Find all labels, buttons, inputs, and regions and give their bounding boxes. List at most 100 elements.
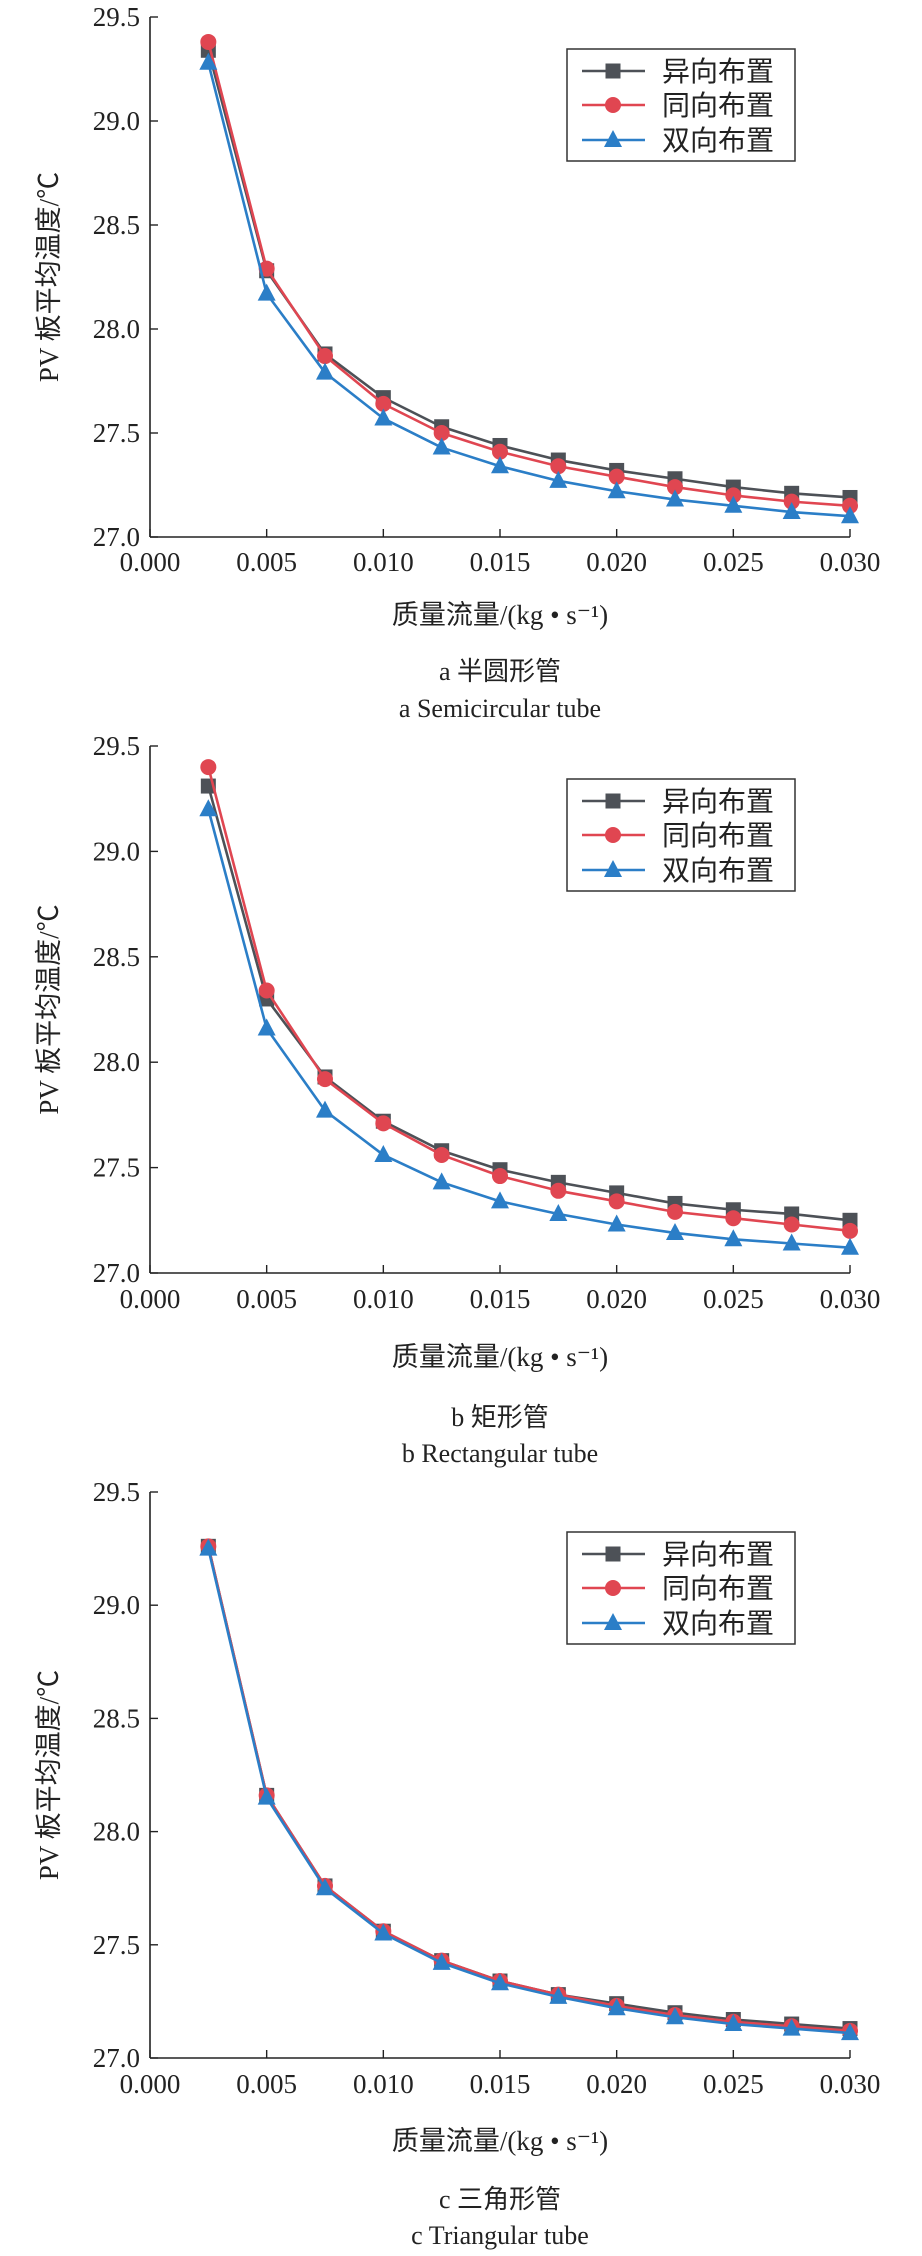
chart-0-ytick-label-1: 27.5 (93, 418, 140, 448)
chart-1-xtick-label-4: 0.020 (586, 1284, 647, 1314)
chart-0-legend-marker-0 (605, 63, 621, 79)
chart-1-series-2-point-4 (432, 1172, 451, 1190)
chart-1-xtick-label-6: 0.030 (820, 1284, 881, 1314)
chart-1-series-1-point-7 (608, 1193, 625, 1210)
chart-2-ytick-label-4: 29.0 (93, 1590, 140, 1620)
chart-2-series-2-point-4 (432, 1952, 451, 1970)
chart-2-ytick-label-0: 27.0 (93, 2043, 140, 2073)
chart-0-series-2-point-9 (724, 495, 743, 513)
chart-0-ytick-label-3: 28.5 (93, 210, 140, 240)
chart-0-series-1-line (207, 41, 851, 508)
chart-1-xtick-label-2: 0.010 (353, 1284, 414, 1314)
chart-2-ytick-label-2: 28.0 (93, 1817, 140, 1847)
chart-0-xtick-label-5: 0.025 (703, 547, 764, 577)
chart-2-legend-marker-0 (605, 1546, 621, 1562)
chart-1-series-1-point-6 (550, 1182, 567, 1199)
chart-1-series-1-point-5 (492, 1168, 508, 1185)
chart-0-series-2-point-1 (257, 283, 276, 301)
chart-1-legend-marker-1 (605, 827, 621, 843)
chart-0-xtick-label-0: 0.000 (120, 547, 181, 577)
chart-2-caption-en: c Triangular tube (411, 2221, 589, 2250)
chart-1-series-1-point-3 (375, 1115, 392, 1132)
chart-0-series-2-point-8 (666, 489, 684, 507)
chart-2-series-2-point-0 (199, 1538, 218, 1556)
chart-2-series-2-point-3 (374, 1923, 393, 1941)
chart-2-series-2-line (207, 1548, 851, 2035)
chart-1-series-1-point-1 (258, 982, 275, 999)
chart-1-caption-zh: b 矩形管 (451, 1403, 549, 1432)
chart-1-xtick-label-3: 0.015 (470, 1284, 531, 1314)
chart-1-series-1-point-11 (842, 1222, 858, 1239)
chart-0-series-1-point-0 (200, 33, 217, 50)
chart-0-series-2 (199, 52, 859, 524)
chart-1-series-2-point-2 (316, 1100, 334, 1118)
chart-1-ytick-label-3: 28.5 (93, 942, 140, 972)
chart-2-xtick-label-2: 0.010 (353, 2069, 414, 2099)
chart-2-series-2-point-2 (316, 1878, 334, 1896)
chart-0-series-1-point-10 (783, 493, 800, 510)
chart-1-legend-marker-0 (605, 793, 621, 809)
chart-1-series-2 (199, 799, 859, 1255)
chart-1-legend-marker-2 (604, 860, 622, 877)
chart-0-y-axis-label: PV 板平均温度/℃ (34, 172, 64, 382)
chart-2-ytick-label-3: 28.5 (93, 1703, 140, 1733)
chart-1-caption-en: b Rectangular tube (402, 1439, 598, 1468)
chart-1-series-2-point-1 (257, 1018, 276, 1036)
chart-panel-2: 27.0 27.5 28.0 28.5 29.0 29.5 0.000 0.005 0.010 0… (34, 1477, 880, 2250)
chart-0-series-2-point-7 (607, 481, 626, 499)
chart-2-legend-label-2: 双向布置 (662, 1608, 774, 1640)
chart-0-series-2-point-10 (782, 502, 801, 520)
chart-1-series-1-point-0 (200, 759, 217, 776)
chart-0-series-1-point-11 (842, 497, 858, 514)
chart-1-series-2-point-5 (491, 1191, 509, 1209)
chart-0-series-1-point-3 (375, 395, 392, 412)
chart-1-series-1-point-4 (433, 1146, 450, 1163)
chart-0-legend-label-0: 异向布置 (662, 56, 774, 88)
chart-0-xtick-label-6: 0.030 (820, 547, 881, 577)
chart-0-series-1-point-7 (608, 468, 625, 485)
chart-0-series-2-line (207, 62, 851, 518)
chart-0-series-2-point-0 (199, 52, 218, 70)
chart-2-series-2-point-11 (841, 2023, 859, 2041)
chart-2-xtick-label-4: 0.020 (586, 2069, 647, 2099)
chart-2-ytick-label-5: 29.5 (93, 1477, 140, 1507)
chart-2-legend-label-1: 同向布置 (662, 1573, 774, 1605)
chart-0-series-2-point-11 (841, 506, 859, 524)
chart-2-legend-marker-1 (605, 1580, 621, 1596)
chart-1-series-1-line (207, 766, 851, 1233)
chart-panel-1: 27.0 27.5 28.0 28.5 29.0 29.5 0.000 0.005 0.010 0… (34, 731, 880, 1468)
chart-0-legend-label-1: 同向布置 (662, 90, 774, 122)
chart-2-series-2-point-6 (549, 1986, 568, 2004)
chart-2-xtick-label-3: 0.015 (470, 2069, 531, 2099)
chart-2-series-2-point-1 (257, 1787, 276, 1805)
chart-1-series-1 (200, 759, 858, 1239)
chart-1-legend-label-0: 异向布置 (662, 786, 774, 818)
chart-0-ytick-label-0: 27.0 (93, 522, 140, 552)
chart-1-legend-label-2: 双向布置 (662, 855, 774, 887)
chart-0-series-1-point-9 (725, 487, 742, 504)
chart-0-ytick-label-5: 29.5 (93, 2, 140, 32)
chart-1-ytick-label-4: 29.0 (93, 836, 140, 866)
chart-1-series-1-point-8 (667, 1203, 683, 1220)
chart-2-series-2 (199, 1538, 859, 2041)
chart-2-xtick-label-5: 0.025 (703, 2069, 764, 2099)
chart-1-series-2-point-11 (841, 1237, 859, 1255)
chart-0-ytick-label-4: 29.0 (93, 106, 140, 136)
chart-2-x-axis-label: 质量流量/(kg • s⁻¹) (392, 2126, 608, 2156)
chart-1-ytick-label-0: 27.0 (93, 1258, 140, 1288)
chart-2-xtick-label-6: 0.030 (820, 2069, 881, 2099)
chart-1-series-1-point-2 (317, 1071, 333, 1088)
chart-1-series-2-line (207, 808, 851, 1250)
chart-2-legend-marker-2 (604, 1613, 622, 1630)
chart-1-y-axis-label: PV 板平均温度/℃ (34, 904, 64, 1114)
chart-1-xtick-label-5: 0.025 (703, 1284, 764, 1314)
chart-1-series-2-point-7 (607, 1214, 626, 1232)
chart-1-series-2-point-3 (374, 1144, 393, 1162)
chart-0-series-2-point-2 (316, 362, 334, 380)
chart-0-xtick-label-2: 0.010 (353, 547, 414, 577)
chart-2-caption-zh: c 三角形管 (439, 2185, 561, 2214)
